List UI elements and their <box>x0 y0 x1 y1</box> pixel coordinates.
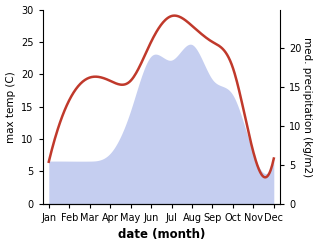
Y-axis label: med. precipitation (kg/m2): med. precipitation (kg/m2) <box>302 37 313 177</box>
X-axis label: date (month): date (month) <box>118 228 205 242</box>
Y-axis label: max temp (C): max temp (C) <box>5 71 16 143</box>
